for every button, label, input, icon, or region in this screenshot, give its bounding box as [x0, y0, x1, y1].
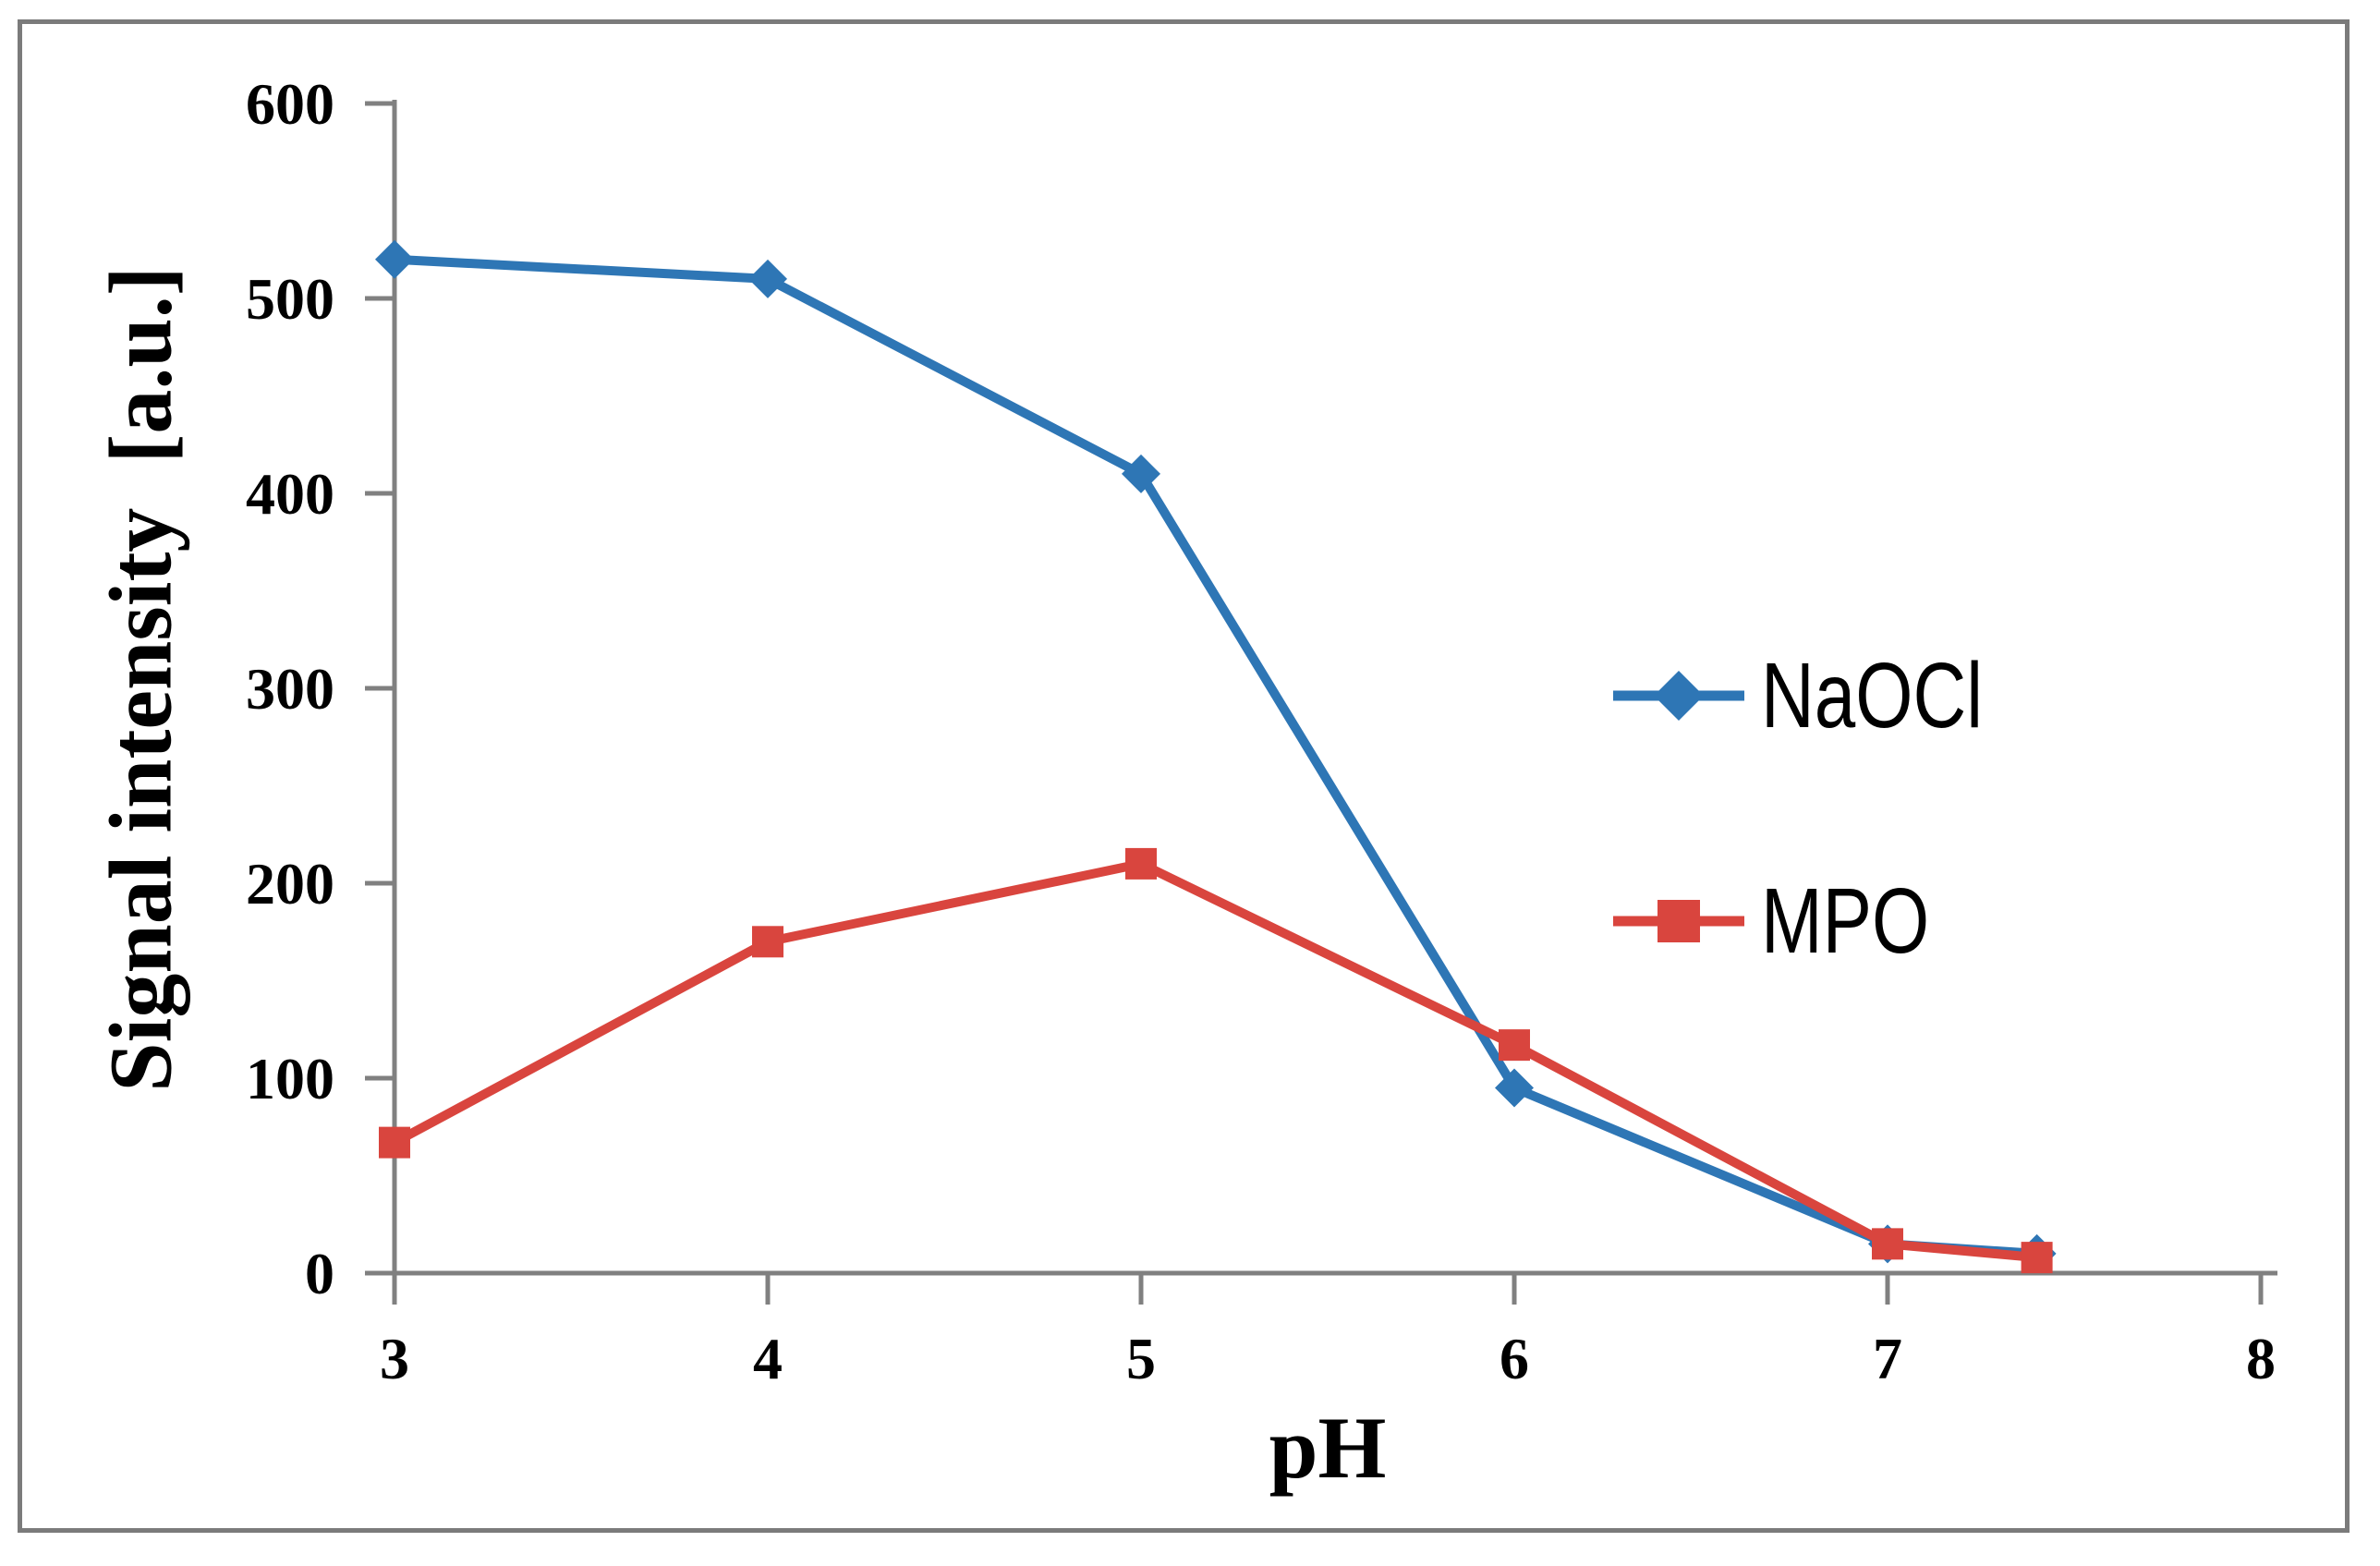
y-tick-label: 400 — [246, 461, 334, 527]
naocl-marker — [748, 259, 787, 298]
mpo-marker — [379, 1126, 410, 1159]
mpo-marker — [752, 926, 783, 958]
legend: NaOCl MPO — [1609, 640, 2038, 977]
chart-frame — [18, 19, 2350, 1533]
legend-label-naocl: NaOCl — [1761, 643, 1984, 747]
mpo-marker — [2021, 1242, 2053, 1274]
x-tick-label: 4 — [753, 1326, 783, 1391]
y-tick-label: 600 — [246, 71, 334, 137]
mpo-square-marker-icon — [1613, 900, 1744, 942]
y-axis-title: Signal intensity [a.u.] — [91, 266, 190, 1092]
y-tick-label: 0 — [305, 1241, 334, 1306]
y-tick-label: 500 — [246, 266, 334, 332]
mpo-marker — [1499, 1029, 1530, 1062]
y-tick-label: 300 — [246, 656, 334, 722]
x-tick-label: 7 — [1873, 1326, 1902, 1391]
legend-item-mpo: MPO — [1609, 866, 2038, 977]
mpo-marker — [1125, 847, 1157, 880]
y-tick-label: 100 — [246, 1046, 334, 1111]
mpo-line — [390, 858, 2042, 1263]
x-axis-title: pH — [1269, 1399, 1387, 1497]
naocl-marker — [1122, 454, 1160, 493]
x-tick-label: 8 — [2246, 1326, 2276, 1391]
x-tick-label: 5 — [1126, 1326, 1156, 1391]
x-tick-label: 6 — [1500, 1326, 1529, 1391]
naocl-diamond-marker-icon — [1613, 671, 1744, 721]
naocl-legend-diamond — [1654, 671, 1704, 721]
naocl-marker — [375, 239, 414, 279]
mpo-marker — [1872, 1228, 1903, 1260]
y-tick-label: 200 — [246, 851, 334, 917]
x-tick-label: 3 — [380, 1326, 409, 1391]
legend-item-naocl: NaOCl — [1609, 640, 2038, 751]
mpo-legend-square — [1658, 900, 1700, 942]
naocl-marker — [1495, 1068, 1534, 1108]
legend-label-mpo: MPO — [1761, 868, 1930, 973]
